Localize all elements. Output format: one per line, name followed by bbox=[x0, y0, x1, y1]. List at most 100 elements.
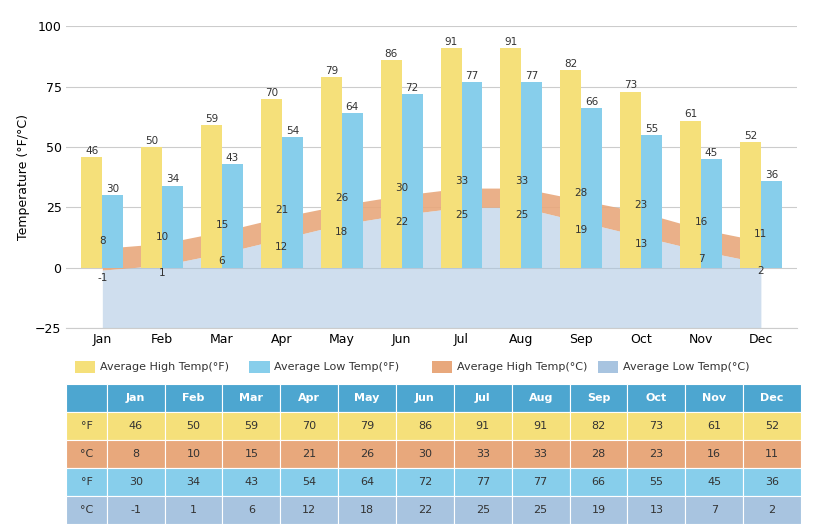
Text: 7: 7 bbox=[710, 505, 718, 515]
Text: 25: 25 bbox=[515, 210, 528, 220]
FancyBboxPatch shape bbox=[107, 496, 164, 524]
Text: 43: 43 bbox=[226, 153, 239, 163]
FancyBboxPatch shape bbox=[396, 412, 454, 440]
FancyBboxPatch shape bbox=[569, 412, 627, 440]
Bar bbox=[581, 108, 603, 268]
FancyBboxPatch shape bbox=[569, 468, 627, 496]
Text: Average High Temp(°C): Average High Temp(°C) bbox=[457, 362, 587, 372]
Bar bbox=[740, 142, 761, 268]
FancyBboxPatch shape bbox=[396, 384, 454, 412]
Text: 36: 36 bbox=[764, 170, 778, 180]
Text: -1: -1 bbox=[130, 505, 141, 515]
Text: 61: 61 bbox=[707, 421, 721, 431]
Text: 25: 25 bbox=[534, 505, 548, 515]
Text: 55: 55 bbox=[649, 477, 663, 487]
FancyBboxPatch shape bbox=[627, 496, 686, 524]
Text: 11: 11 bbox=[754, 229, 768, 239]
Text: °C: °C bbox=[80, 449, 93, 459]
Bar bbox=[201, 125, 222, 268]
Text: 54: 54 bbox=[302, 477, 316, 487]
Text: 72: 72 bbox=[417, 477, 432, 487]
FancyBboxPatch shape bbox=[454, 412, 512, 440]
Text: Average Low Temp(°C): Average Low Temp(°C) bbox=[622, 362, 749, 372]
FancyBboxPatch shape bbox=[338, 440, 396, 468]
Text: 59: 59 bbox=[205, 114, 218, 124]
FancyBboxPatch shape bbox=[454, 496, 512, 524]
Text: 46: 46 bbox=[129, 421, 143, 431]
FancyBboxPatch shape bbox=[164, 496, 222, 524]
Text: 22: 22 bbox=[395, 217, 408, 227]
Text: 8: 8 bbox=[99, 236, 105, 247]
FancyBboxPatch shape bbox=[743, 412, 801, 440]
Text: 2: 2 bbox=[769, 505, 775, 515]
Text: 28: 28 bbox=[574, 188, 588, 198]
Text: 33: 33 bbox=[534, 449, 548, 459]
FancyBboxPatch shape bbox=[66, 384, 107, 412]
Bar bbox=[282, 138, 303, 268]
Bar bbox=[81, 157, 102, 268]
Text: Feb: Feb bbox=[183, 393, 205, 403]
Text: 77: 77 bbox=[525, 71, 539, 81]
Text: 73: 73 bbox=[624, 80, 637, 90]
Bar bbox=[261, 99, 282, 268]
FancyBboxPatch shape bbox=[454, 440, 512, 468]
Text: 52: 52 bbox=[765, 421, 779, 431]
FancyBboxPatch shape bbox=[512, 468, 569, 496]
FancyBboxPatch shape bbox=[66, 468, 107, 496]
Text: Aug: Aug bbox=[529, 393, 553, 403]
Text: 54: 54 bbox=[286, 126, 299, 136]
Text: 23: 23 bbox=[649, 449, 663, 459]
Text: 16: 16 bbox=[707, 449, 721, 459]
FancyBboxPatch shape bbox=[281, 440, 338, 468]
FancyBboxPatch shape bbox=[627, 440, 686, 468]
FancyBboxPatch shape bbox=[164, 412, 222, 440]
Text: 59: 59 bbox=[244, 421, 258, 431]
Bar bbox=[701, 159, 722, 268]
FancyBboxPatch shape bbox=[222, 496, 281, 524]
FancyBboxPatch shape bbox=[164, 384, 222, 412]
FancyBboxPatch shape bbox=[222, 440, 281, 468]
FancyBboxPatch shape bbox=[281, 412, 338, 440]
Text: Jun: Jun bbox=[415, 393, 435, 403]
Text: 77: 77 bbox=[476, 477, 490, 487]
Text: 66: 66 bbox=[592, 477, 606, 487]
FancyBboxPatch shape bbox=[338, 412, 396, 440]
Text: 86: 86 bbox=[384, 49, 398, 59]
Bar bbox=[680, 121, 701, 268]
Text: 34: 34 bbox=[187, 477, 201, 487]
Text: Jul: Jul bbox=[475, 393, 491, 403]
FancyBboxPatch shape bbox=[281, 468, 338, 496]
FancyBboxPatch shape bbox=[338, 468, 396, 496]
Text: Apr: Apr bbox=[298, 393, 320, 403]
FancyBboxPatch shape bbox=[569, 440, 627, 468]
Text: 2: 2 bbox=[758, 266, 764, 276]
Text: 23: 23 bbox=[634, 200, 647, 210]
Text: 33: 33 bbox=[455, 176, 468, 186]
FancyBboxPatch shape bbox=[66, 412, 107, 440]
Text: 61: 61 bbox=[684, 110, 697, 120]
FancyBboxPatch shape bbox=[743, 496, 801, 524]
FancyBboxPatch shape bbox=[686, 412, 743, 440]
Text: 18: 18 bbox=[335, 227, 349, 237]
Bar bbox=[342, 113, 363, 268]
Text: 79: 79 bbox=[325, 66, 338, 76]
Bar bbox=[162, 186, 183, 268]
FancyBboxPatch shape bbox=[164, 468, 222, 496]
Text: May: May bbox=[354, 393, 380, 403]
Text: 19: 19 bbox=[592, 505, 606, 515]
Bar bbox=[402, 94, 422, 268]
FancyBboxPatch shape bbox=[107, 412, 164, 440]
Text: 19: 19 bbox=[574, 225, 588, 235]
FancyBboxPatch shape bbox=[107, 468, 164, 496]
Text: 30: 30 bbox=[106, 184, 120, 194]
FancyBboxPatch shape bbox=[396, 440, 454, 468]
Bar bbox=[761, 181, 782, 268]
FancyBboxPatch shape bbox=[66, 440, 107, 468]
Text: 91: 91 bbox=[476, 421, 490, 431]
Bar bbox=[381, 60, 402, 268]
Text: 25: 25 bbox=[455, 210, 468, 220]
Text: Dec: Dec bbox=[760, 393, 784, 403]
Text: 64: 64 bbox=[360, 477, 374, 487]
FancyBboxPatch shape bbox=[454, 384, 512, 412]
Bar bbox=[461, 82, 482, 268]
